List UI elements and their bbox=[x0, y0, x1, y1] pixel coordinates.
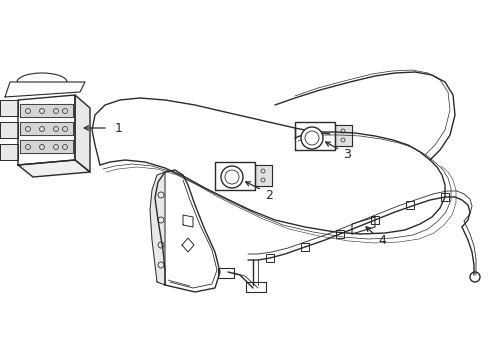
Polygon shape bbox=[218, 268, 234, 278]
Bar bbox=[370, 216, 378, 224]
Bar bbox=[335, 230, 343, 238]
Polygon shape bbox=[20, 122, 73, 135]
Text: 2: 2 bbox=[264, 189, 272, 202]
Polygon shape bbox=[18, 95, 75, 165]
Polygon shape bbox=[254, 165, 271, 186]
Text: 3: 3 bbox=[342, 148, 350, 161]
Polygon shape bbox=[334, 125, 351, 146]
Polygon shape bbox=[18, 160, 90, 177]
Circle shape bbox=[221, 166, 243, 188]
Polygon shape bbox=[5, 82, 85, 97]
Circle shape bbox=[301, 127, 323, 149]
Polygon shape bbox=[0, 122, 18, 138]
Polygon shape bbox=[0, 100, 18, 116]
Polygon shape bbox=[155, 170, 220, 292]
Text: 1: 1 bbox=[115, 122, 122, 135]
Polygon shape bbox=[75, 95, 90, 172]
Polygon shape bbox=[294, 122, 334, 150]
Polygon shape bbox=[20, 104, 73, 117]
Bar bbox=[301, 243, 308, 251]
Bar bbox=[265, 254, 273, 262]
Bar bbox=[405, 201, 413, 209]
Polygon shape bbox=[245, 282, 265, 292]
Polygon shape bbox=[0, 144, 18, 160]
Polygon shape bbox=[20, 140, 73, 153]
Text: 4: 4 bbox=[377, 234, 385, 247]
Polygon shape bbox=[215, 162, 254, 190]
Polygon shape bbox=[183, 215, 193, 227]
Bar bbox=[440, 193, 448, 201]
Polygon shape bbox=[182, 238, 194, 252]
Polygon shape bbox=[150, 172, 164, 285]
Polygon shape bbox=[351, 217, 374, 234]
